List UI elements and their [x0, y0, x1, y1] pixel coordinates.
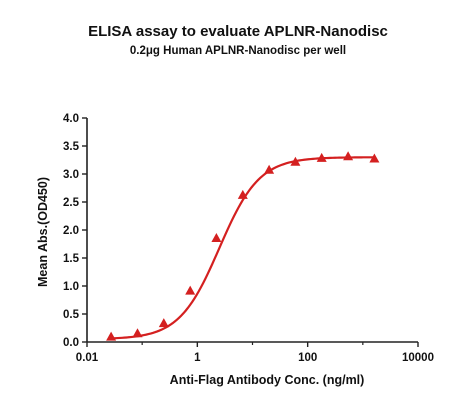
y-tick-label: 0.0 — [63, 337, 79, 349]
plot-area: 0.0 0.5 1.0 1.5 2.0 2.5 3.0 3.5 4.0 0.01 1 100 10000 — [63, 113, 434, 364]
data-point — [158, 318, 169, 328]
x-tick-label: 100 — [298, 352, 317, 364]
data-point — [237, 189, 248, 199]
data-point — [264, 164, 275, 174]
data-point — [185, 285, 196, 295]
x-tick-label: 1 — [194, 352, 201, 364]
y-tick-label: 2.0 — [63, 225, 79, 237]
chart-title: ELISA assay to evaluate APLNR-Nanodisc — [88, 23, 388, 40]
y-tick-label: 3.0 — [63, 169, 79, 181]
x-tick-label: 10000 — [402, 352, 434, 364]
x-tick-label: 0.01 — [76, 352, 99, 364]
y-tick-label: 2.5 — [63, 197, 80, 209]
y-tick-label: 1.5 — [63, 253, 80, 265]
y-tick-label: 4.0 — [63, 113, 79, 125]
data-point — [106, 331, 117, 341]
y-tick-label: 3.5 — [63, 141, 80, 153]
fit-curve — [111, 156, 375, 340]
data-point — [369, 153, 380, 163]
data-point — [343, 151, 354, 161]
y-tick-label: 1.0 — [63, 281, 79, 293]
data-point — [290, 156, 301, 166]
data-point — [132, 328, 143, 338]
data-point — [211, 233, 222, 242]
data-point — [316, 152, 327, 162]
y-axis-label: Mean Abs.(OD450) — [36, 177, 50, 287]
x-axis-label: Anti-Flag Antibody Conc. (ng/ml) — [170, 373, 365, 387]
y-tick-label: 0.5 — [63, 309, 80, 321]
chart-subtitle: 0.2μg Human APLNR-Nanodisc per well — [130, 45, 346, 57]
